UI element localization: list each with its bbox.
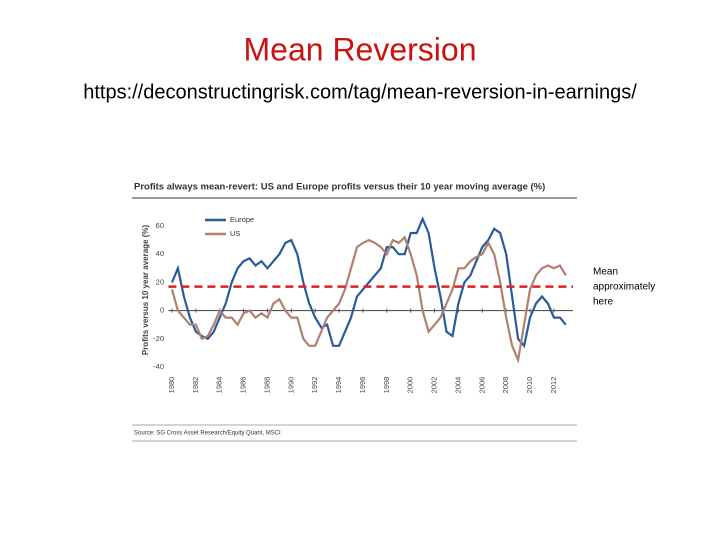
x-tick-label: 1990 — [286, 377, 295, 394]
x-tick-label: 2008 — [501, 377, 510, 394]
x-tick-label: 2002 — [430, 377, 439, 394]
source: Source: SG Cross Asset Research/Equity Q… — [134, 431, 281, 437]
x-tick-label: 1984 — [215, 377, 224, 394]
x-tick-label: 1994 — [334, 377, 343, 394]
chart-title: Profits always mean-revert: US and Europ… — [134, 182, 545, 193]
y-tick-label: 0 — [160, 306, 164, 315]
x-tick-label: 2012 — [549, 377, 558, 394]
annotation: approximately — [593, 282, 655, 293]
series-line — [170, 216, 567, 349]
slide-url: https://deconstructingrisk.com/tag/mean-… — [83, 81, 637, 103]
y-tick-label: 20 — [156, 277, 164, 286]
annotation: Mean — [593, 267, 618, 278]
legend-label: Europe — [230, 215, 254, 224]
annotation: here — [593, 297, 613, 308]
x-tick-label: 1982 — [191, 377, 200, 394]
y-tick-label: 60 — [156, 221, 164, 230]
series-line — [170, 235, 567, 364]
y-tick-label: -40 — [153, 362, 164, 371]
x-tick-label: 1986 — [239, 377, 248, 394]
x-tick-label: 1998 — [382, 377, 391, 394]
x-tick-label: 2006 — [477, 377, 486, 394]
slide-title: Mean Reversion — [244, 31, 477, 67]
y-tick-label: -20 — [153, 334, 164, 343]
x-tick-label: 2010 — [525, 377, 534, 394]
x-tick-label: 1980 — [167, 377, 176, 394]
x-tick-label: 1988 — [262, 377, 271, 394]
x-tick-label: 1992 — [310, 377, 319, 394]
y-axis-label: Profits versus 10 year average (%) — [141, 225, 150, 356]
x-tick-label: 2000 — [406, 377, 415, 394]
x-tick-label: 2004 — [453, 377, 462, 394]
legend-label: US — [230, 229, 240, 238]
y-tick-label: 40 — [156, 249, 164, 258]
x-tick-label: 1996 — [358, 377, 367, 394]
